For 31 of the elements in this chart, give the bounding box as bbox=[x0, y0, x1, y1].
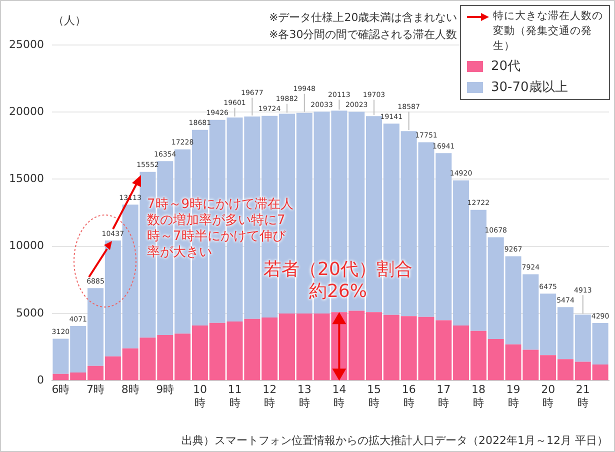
text: ※各30分間の間で確認される滞在人数 bbox=[269, 27, 458, 43]
x-tick-label: 12時 bbox=[262, 383, 277, 410]
x-tick-label: 11時 bbox=[228, 383, 242, 410]
x-tick-label: 17時 bbox=[436, 383, 451, 410]
y-tick-label: 15000 bbox=[8, 172, 44, 186]
y-axis-title: （人） bbox=[53, 13, 86, 28]
x-tick-label: 13時 bbox=[297, 383, 312, 410]
x-tick-label: 10時 bbox=[192, 383, 207, 410]
annotation: 7時～9時にかけて滞在人数の増加率が多い特に7時～7時半にかけて伸び率が大きい bbox=[147, 197, 294, 260]
x-tick-label: 21時 bbox=[576, 383, 590, 410]
x-tick-label: 14時 bbox=[332, 383, 346, 410]
x-tick-label: 16時 bbox=[402, 383, 416, 410]
x-tick-label: 8時 bbox=[121, 383, 140, 396]
legend-label: 30-70歳以上 bbox=[491, 79, 568, 96]
x-tick-label: 19時 bbox=[506, 383, 520, 410]
x-tick-label: 9時 bbox=[156, 383, 174, 396]
x-tick-label: 6時 bbox=[52, 383, 70, 396]
text: ※データ仕様上20歳未満は含まれない bbox=[269, 10, 458, 26]
x-tick-label: 20時 bbox=[541, 383, 556, 410]
x-tick-label: 15時 bbox=[367, 383, 382, 410]
y-tick-label: 25000 bbox=[8, 38, 44, 51]
y-tick-label: 5000 bbox=[16, 306, 44, 320]
x-tick-label: 7時 bbox=[86, 383, 105, 396]
legend-label: 20代 bbox=[491, 58, 521, 75]
x-tick-label: 18時 bbox=[471, 383, 486, 410]
annotation: 特に大きな滞在人数の変動（発集交通の発生） bbox=[493, 9, 603, 54]
source-note: 出典）スマートフォン位置情報からの拡大推計人口データ（2022年1月～12月 平日） bbox=[180, 433, 608, 448]
y-tick-label: 10000 bbox=[8, 239, 44, 252]
annotation: 若者（20代）割合約26% bbox=[263, 259, 413, 303]
y-tick-label: 20000 bbox=[8, 104, 44, 118]
y-tick-label: 0 bbox=[36, 373, 44, 386]
